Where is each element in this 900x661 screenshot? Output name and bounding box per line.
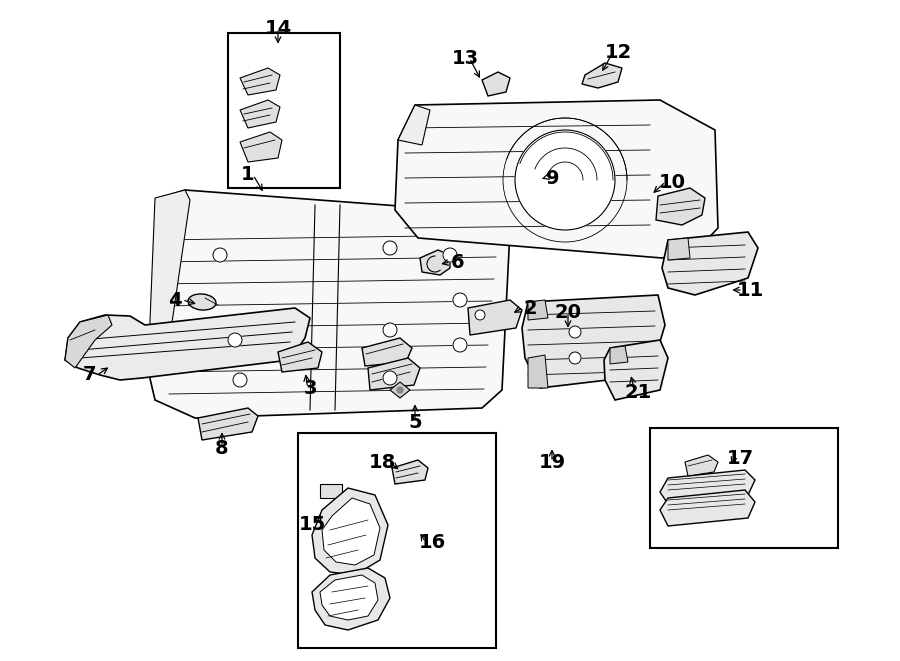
Text: 5: 5 — [409, 412, 422, 432]
Circle shape — [383, 241, 397, 255]
Bar — [650, 428, 838, 548]
Circle shape — [569, 326, 581, 338]
Bar — [298, 433, 496, 648]
Text: 19: 19 — [538, 453, 565, 471]
Polygon shape — [528, 355, 548, 388]
Polygon shape — [322, 498, 380, 565]
Text: 6: 6 — [451, 253, 464, 272]
Text: 10: 10 — [659, 173, 686, 192]
Polygon shape — [420, 250, 450, 275]
Ellipse shape — [188, 294, 216, 310]
Text: 12: 12 — [605, 42, 632, 61]
Text: 21: 21 — [625, 383, 652, 401]
Polygon shape — [148, 190, 510, 418]
Polygon shape — [662, 232, 758, 295]
Polygon shape — [395, 100, 718, 258]
Polygon shape — [240, 100, 280, 128]
Polygon shape — [604, 340, 668, 400]
Text: 8: 8 — [215, 438, 229, 457]
Polygon shape — [312, 568, 390, 630]
Text: 9: 9 — [546, 169, 560, 188]
Polygon shape — [368, 358, 420, 390]
Text: 14: 14 — [265, 19, 292, 38]
Circle shape — [213, 248, 227, 262]
Polygon shape — [468, 300, 522, 335]
Text: 7: 7 — [83, 366, 97, 385]
Polygon shape — [582, 63, 622, 88]
Polygon shape — [392, 460, 428, 484]
Polygon shape — [240, 68, 280, 95]
Text: 4: 4 — [168, 290, 182, 309]
Polygon shape — [685, 455, 718, 476]
Text: 3: 3 — [303, 379, 317, 397]
Circle shape — [569, 352, 581, 364]
Polygon shape — [610, 346, 628, 364]
Polygon shape — [660, 470, 755, 504]
Polygon shape — [660, 490, 755, 526]
Text: 11: 11 — [736, 280, 763, 299]
Circle shape — [383, 371, 397, 385]
Text: 13: 13 — [452, 48, 479, 67]
Text: 18: 18 — [368, 453, 396, 471]
Polygon shape — [528, 300, 548, 320]
Circle shape — [515, 130, 615, 230]
Circle shape — [233, 373, 247, 387]
Polygon shape — [312, 488, 388, 575]
Bar — [320, 484, 342, 498]
Text: 15: 15 — [299, 516, 326, 535]
Polygon shape — [390, 382, 410, 398]
Polygon shape — [668, 238, 690, 260]
Circle shape — [228, 333, 242, 347]
Polygon shape — [65, 308, 310, 380]
Polygon shape — [362, 338, 412, 366]
Polygon shape — [148, 190, 190, 370]
Polygon shape — [278, 342, 322, 372]
Text: 1: 1 — [241, 165, 255, 184]
Circle shape — [397, 387, 403, 393]
Text: 20: 20 — [554, 303, 581, 321]
Polygon shape — [240, 132, 282, 162]
Polygon shape — [65, 315, 112, 368]
Polygon shape — [198, 408, 258, 440]
Polygon shape — [522, 295, 665, 388]
Circle shape — [453, 338, 467, 352]
Text: 17: 17 — [726, 449, 753, 467]
Bar — [228, 33, 340, 188]
Text: 16: 16 — [418, 533, 446, 551]
Text: 2: 2 — [523, 299, 536, 317]
Circle shape — [383, 323, 397, 337]
Polygon shape — [398, 105, 430, 145]
Circle shape — [443, 248, 457, 262]
Polygon shape — [656, 188, 705, 225]
Polygon shape — [320, 575, 378, 620]
Polygon shape — [482, 72, 510, 96]
Circle shape — [475, 310, 485, 320]
Circle shape — [453, 293, 467, 307]
